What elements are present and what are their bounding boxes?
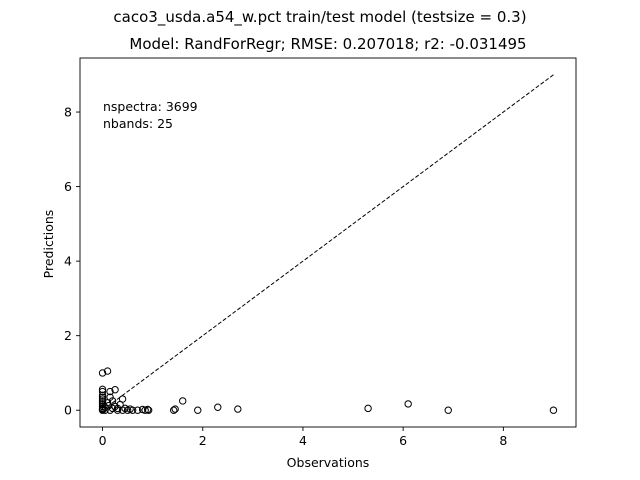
data-point-39 xyxy=(169,406,178,414)
data-point-12 xyxy=(98,369,107,377)
x-tick-label-0: 0 xyxy=(99,433,107,448)
plot-frame xyxy=(79,57,577,428)
y-tick-label-4: 4 xyxy=(64,254,72,269)
data-point-43 xyxy=(214,403,222,411)
y-axis-label: Predictions xyxy=(41,210,56,279)
x-tick-label-2: 2 xyxy=(199,433,207,448)
data-point-37 xyxy=(143,405,152,414)
data-point-44 xyxy=(234,405,242,413)
data-point-24 xyxy=(111,386,119,394)
annotation-nbands: nbands: 25 xyxy=(103,116,173,131)
data-point-38 xyxy=(144,406,153,414)
data-point-10 xyxy=(98,387,107,396)
data-point-34 xyxy=(133,406,142,414)
chart-suptitle: caco3_usda.a54_w.pct train/test model (t… xyxy=(113,8,526,27)
data-point-18 xyxy=(106,393,114,401)
data-point-42 xyxy=(194,406,202,414)
data-point-26 xyxy=(113,404,122,413)
data-point-7 xyxy=(98,395,107,403)
data-point-8 xyxy=(98,393,107,401)
x-tick-label-8: 8 xyxy=(499,433,507,448)
data-point-40 xyxy=(171,405,179,413)
data-point-6 xyxy=(98,397,107,405)
data-point-19 xyxy=(106,387,114,396)
data-point-48 xyxy=(549,406,558,414)
y-tick-label-0: 0 xyxy=(64,403,72,418)
chart-title: Model: RandForRegr; RMSE: 0.207018; r2: … xyxy=(129,35,526,53)
y-tick-label-8: 8 xyxy=(64,105,72,120)
x-tick-label-4: 4 xyxy=(299,433,307,448)
data-point-46 xyxy=(404,400,412,408)
data-point-14 xyxy=(101,406,109,414)
data-point-41 xyxy=(179,397,187,405)
data-point-11 xyxy=(98,385,107,394)
data-point-33 xyxy=(128,406,137,414)
x-axis-label: Observations xyxy=(287,455,370,470)
data-point-13 xyxy=(103,367,112,375)
data-point-29 xyxy=(118,395,127,403)
x-tick-label-6: 6 xyxy=(399,433,407,448)
data-point-45 xyxy=(364,404,372,413)
data-point-47 xyxy=(444,406,452,414)
y-tick-label-6: 6 xyxy=(64,179,72,194)
plot-area: 0 2 4 6 8 0 2 4 6 8 xyxy=(64,57,577,448)
annotation-nspectra: nspectra: 3699 xyxy=(103,99,198,114)
y-tick-label-2: 2 xyxy=(64,328,72,343)
reference-line xyxy=(102,74,554,411)
